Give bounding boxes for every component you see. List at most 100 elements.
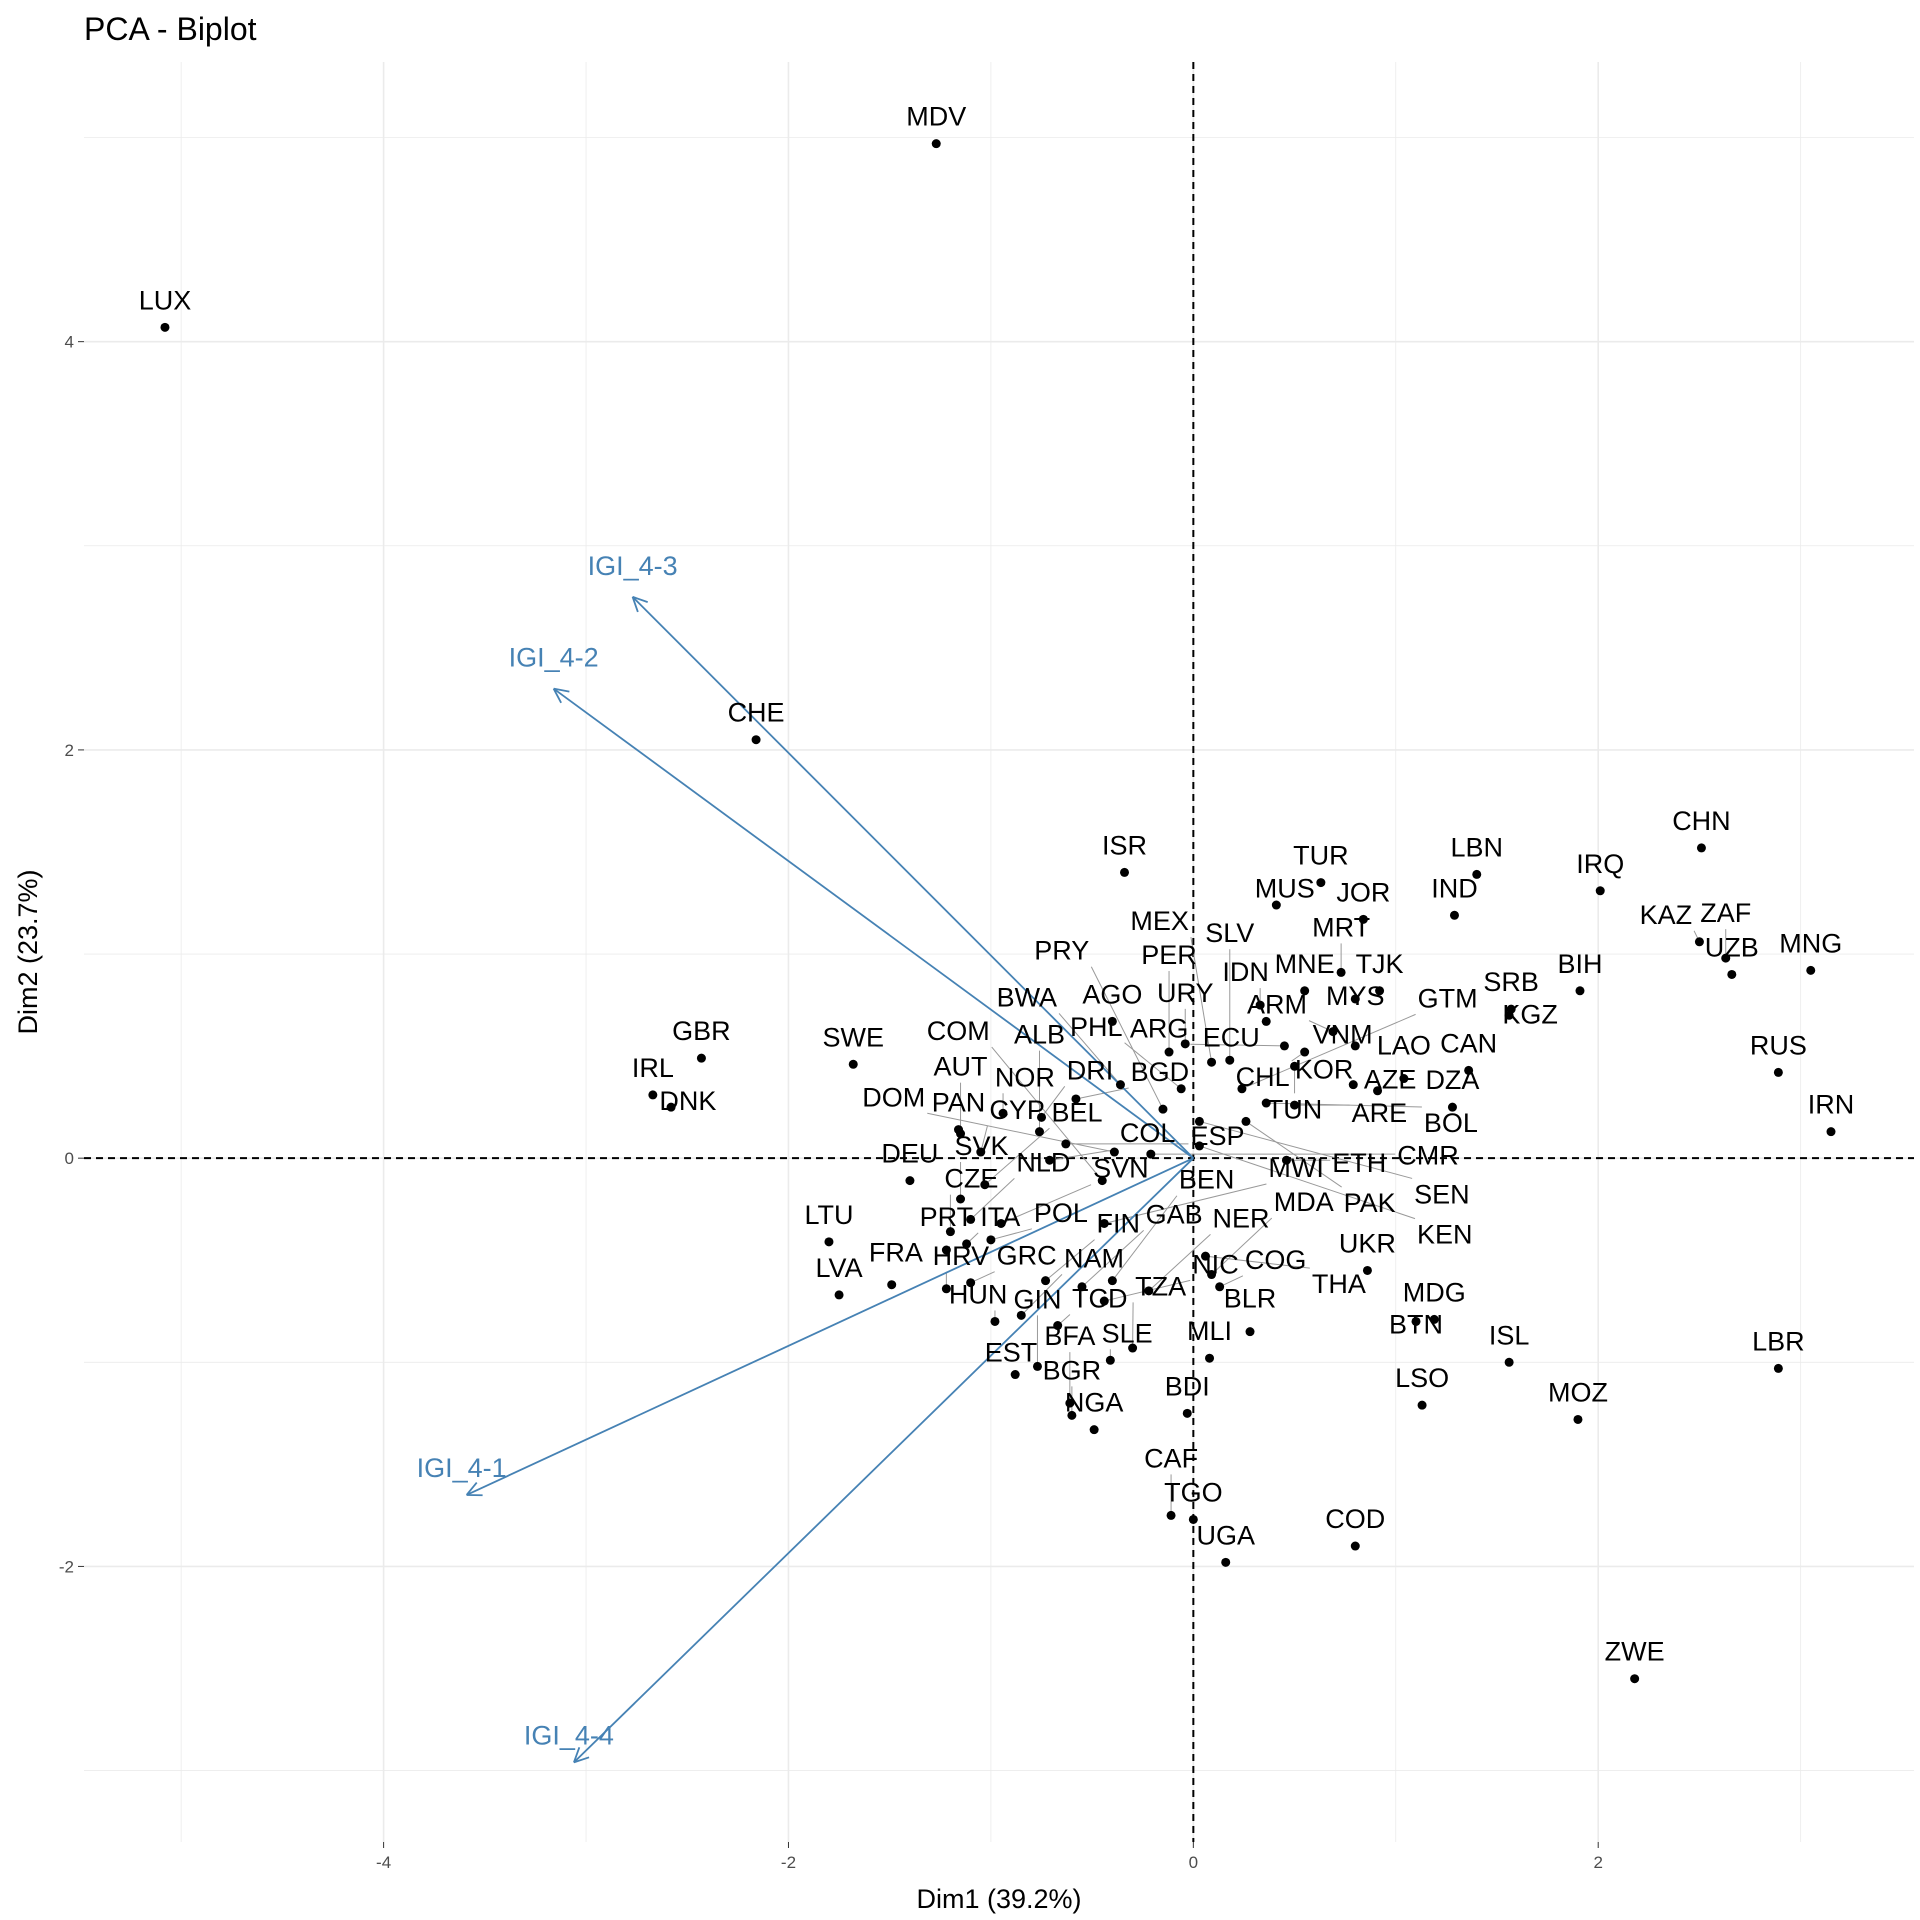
point-CMR	[1146, 1149, 1156, 1159]
point-label: FIN	[1097, 1209, 1141, 1239]
point-KEN	[1194, 1141, 1204, 1151]
chart-title: PCA - Biplot	[84, 11, 257, 47]
point-labels: LUXMDVZWEMNGIRNLBRCHECHNRUSUZBZAFKAZIRLD…	[139, 102, 1855, 1667]
point-PER	[1164, 1047, 1174, 1057]
point-ESP	[1061, 1139, 1071, 1149]
point-BGD	[1071, 1094, 1081, 1104]
point-label: AGO	[1082, 979, 1142, 1009]
point-TUN	[1290, 1061, 1300, 1071]
point-PAK	[1241, 1116, 1251, 1126]
point-label: NLD	[1016, 1147, 1070, 1177]
x-axis-title: Dim1 (39.2%)	[916, 1884, 1081, 1914]
x-tick-label: -4	[376, 1853, 391, 1872]
point-PRY	[1158, 1104, 1168, 1114]
point-NGA	[1089, 1425, 1099, 1435]
point-label: BWA	[997, 982, 1058, 1012]
point-label: LVA	[816, 1253, 863, 1283]
point-label: BTN	[1389, 1309, 1443, 1339]
point-NIC	[1099, 1296, 1109, 1306]
point-label: BGD	[1131, 1057, 1190, 1087]
point-label: MUS	[1255, 873, 1315, 903]
point-label: COM	[927, 1016, 990, 1046]
point-label: COL	[1120, 1118, 1176, 1148]
leader-line	[1211, 1217, 1273, 1275]
point-BLR	[1245, 1327, 1255, 1337]
y-tick-label: 2	[65, 741, 74, 760]
leader-line	[1199, 1145, 1416, 1220]
leader-line	[927, 1112, 1115, 1153]
point-MWI	[1099, 1218, 1109, 1228]
point-MEX	[1207, 1057, 1217, 1067]
point-label: URY	[1157, 978, 1214, 1008]
point-label: TGO	[1164, 1477, 1223, 1507]
point-VNM	[1350, 1041, 1360, 1051]
point-label: LUX	[139, 285, 192, 315]
point-BFA	[1065, 1398, 1075, 1408]
point-label: NGA	[1065, 1388, 1124, 1418]
point-label: TZA	[1135, 1271, 1186, 1301]
point-FRA	[887, 1280, 897, 1290]
point-LUX	[160, 322, 170, 332]
point-label: GIN	[1013, 1284, 1061, 1314]
point-label: NER	[1212, 1203, 1269, 1233]
point-label: BEL	[1051, 1097, 1102, 1127]
point-label: PAN	[932, 1088, 986, 1118]
point-CAN	[1464, 1065, 1474, 1075]
point-label: ARM	[1247, 990, 1307, 1020]
point-DZA	[1447, 1102, 1457, 1112]
leader-line	[1199, 1120, 1413, 1179]
point-label: MDV	[906, 102, 966, 132]
point-ARM	[1328, 1027, 1338, 1037]
point-label: BLR	[1224, 1284, 1277, 1314]
point-SVN	[996, 1218, 1006, 1228]
point-COD	[1350, 1541, 1360, 1551]
point-label: ETH	[1332, 1148, 1386, 1178]
point-IND	[1449, 910, 1459, 920]
point-label: SLE	[1102, 1318, 1153, 1348]
leader-line	[1081, 1229, 1144, 1288]
leader-line	[1132, 1302, 1134, 1349]
point-MLI	[1205, 1353, 1215, 1363]
point-COM	[1097, 1176, 1107, 1186]
arrow-IGI_4-4	[573, 1157, 1194, 1764]
point-label: TUR	[1293, 841, 1349, 871]
point-label: SEN	[1414, 1179, 1470, 1209]
point-label: UGA	[1196, 1520, 1255, 1550]
point-label: SLV	[1205, 918, 1254, 948]
point-label: MLI	[1187, 1316, 1232, 1346]
point-label: CZE	[944, 1164, 998, 1194]
point-BIH	[1575, 986, 1585, 996]
point-GIN	[1032, 1361, 1042, 1371]
point-label: PER	[1141, 940, 1197, 970]
point-label: LTU	[804, 1200, 853, 1230]
point-ITA	[962, 1239, 972, 1249]
point-NOR	[998, 1108, 1008, 1118]
point-label: GRC	[997, 1241, 1057, 1271]
point-label: ZAF	[1700, 898, 1751, 928]
point-label: BEN	[1179, 1165, 1235, 1195]
point-IRN	[1826, 1127, 1836, 1137]
point-SEN	[1194, 1116, 1204, 1126]
leader-line	[1104, 1183, 1267, 1224]
leader-line	[970, 1178, 1015, 1220]
point-ECU	[1261, 1016, 1271, 1026]
point-label: NIC	[1192, 1249, 1239, 1279]
point-label: BGR	[1043, 1355, 1102, 1385]
point-ALB	[1034, 1127, 1044, 1137]
point-label: CAN	[1440, 1028, 1497, 1058]
point-label: MDA	[1274, 1187, 1334, 1217]
point-THA	[1200, 1251, 1210, 1261]
point-label: PRT	[920, 1202, 974, 1232]
point-MUS	[1271, 900, 1281, 910]
point-BWA	[1115, 1080, 1125, 1090]
point-label: MYS	[1326, 981, 1385, 1011]
point-label: MDG	[1403, 1277, 1466, 1307]
leader-line	[1090, 966, 1164, 1110]
point-IDN	[1255, 1000, 1265, 1010]
point-AUT	[956, 1129, 966, 1139]
point-label: KEN	[1417, 1220, 1473, 1250]
point-UGA	[1221, 1557, 1231, 1567]
point-NAM	[1016, 1310, 1026, 1320]
point-label: HUN	[949, 1279, 1008, 1309]
point-label: AZE	[1364, 1064, 1417, 1094]
